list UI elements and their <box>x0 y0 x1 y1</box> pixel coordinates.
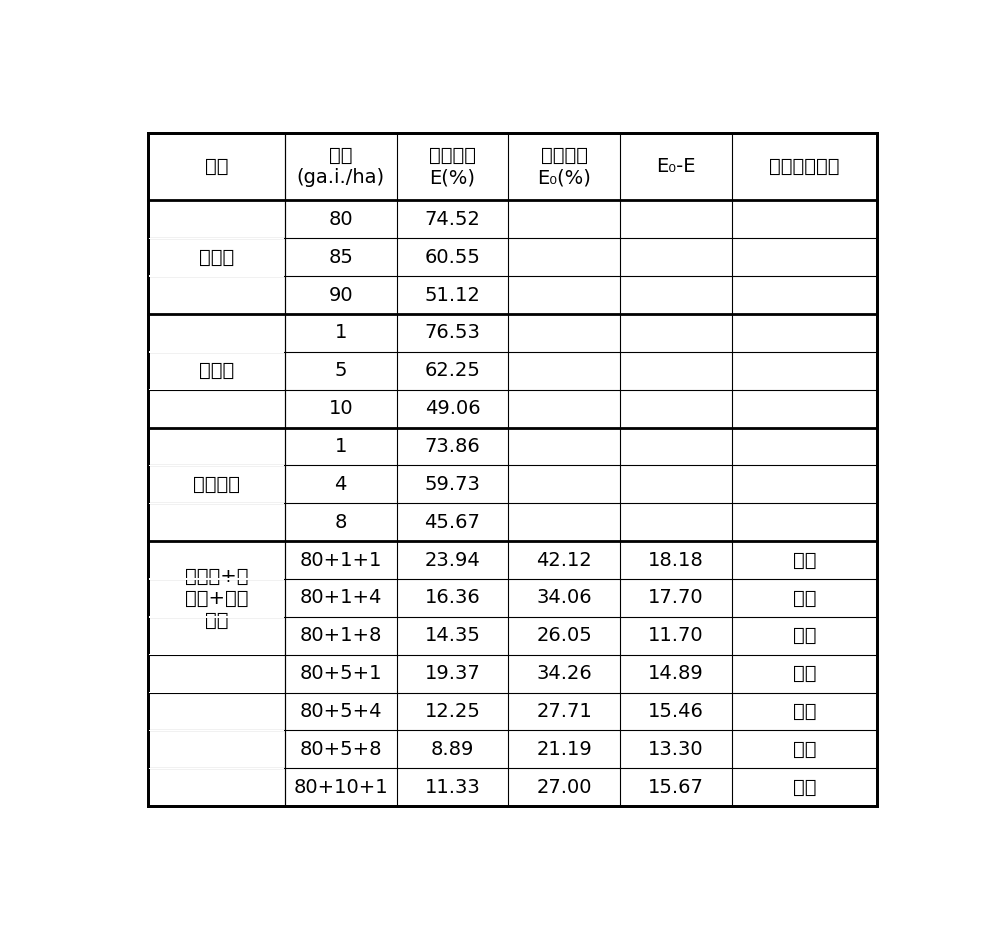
Text: 剂量
(ga.i./ha): 剂量 (ga.i./ha) <box>297 146 385 187</box>
Text: 16.36: 16.36 <box>425 589 480 607</box>
Text: 增效: 增效 <box>793 664 816 684</box>
Text: 42.12: 42.12 <box>536 551 592 569</box>
Text: 增效: 增效 <box>793 551 816 569</box>
Text: 理论防效
E₀(%): 理论防效 E₀(%) <box>537 146 591 187</box>
Text: 76.53: 76.53 <box>425 324 480 342</box>
Text: 1: 1 <box>335 437 347 456</box>
Text: 5: 5 <box>334 361 347 380</box>
Text: E₀-E: E₀-E <box>656 157 696 177</box>
Text: 双草醚: 双草醚 <box>199 361 234 380</box>
Text: 27.71: 27.71 <box>536 702 592 721</box>
Text: 23.94: 23.94 <box>425 551 480 569</box>
Text: 8.89: 8.89 <box>431 740 474 759</box>
Text: 15.67: 15.67 <box>648 777 704 797</box>
Bar <box>149 617 284 618</box>
Text: 13.30: 13.30 <box>648 740 704 759</box>
Text: 8: 8 <box>335 512 347 532</box>
Bar <box>149 465 284 466</box>
Text: 80: 80 <box>328 210 353 229</box>
Text: 80+5+4: 80+5+4 <box>299 702 382 721</box>
Bar <box>149 275 284 277</box>
Bar <box>149 692 284 694</box>
Text: 85: 85 <box>328 247 353 267</box>
Text: 90: 90 <box>328 286 353 304</box>
Text: 11.70: 11.70 <box>648 626 704 645</box>
Text: 80+1+8: 80+1+8 <box>300 626 382 645</box>
Text: 增效: 增效 <box>793 702 816 721</box>
Bar <box>149 767 284 769</box>
Text: 80+1+1: 80+1+1 <box>300 551 382 569</box>
Text: 34.26: 34.26 <box>536 664 592 684</box>
Text: 草甘膦: 草甘膦 <box>199 247 234 267</box>
Text: 34.06: 34.06 <box>536 589 592 607</box>
Text: 14.35: 14.35 <box>425 626 480 645</box>
Text: 80+5+8: 80+5+8 <box>299 740 382 759</box>
Text: 12.25: 12.25 <box>425 702 480 721</box>
Text: 59.73: 59.73 <box>425 475 480 494</box>
Text: 80+1+4: 80+1+4 <box>300 589 382 607</box>
Text: 80+10+1: 80+10+1 <box>293 777 388 797</box>
Bar <box>149 730 284 731</box>
Bar <box>149 502 284 504</box>
Text: 4: 4 <box>335 475 347 494</box>
Text: 15.46: 15.46 <box>648 702 704 721</box>
Text: 27.00: 27.00 <box>536 777 592 797</box>
Bar <box>149 389 284 391</box>
Text: 45.67: 45.67 <box>425 512 480 532</box>
Text: 26.05: 26.05 <box>536 626 592 645</box>
Text: 74.52: 74.52 <box>425 210 480 229</box>
Text: 62.25: 62.25 <box>425 361 480 380</box>
Text: 21.19: 21.19 <box>536 740 592 759</box>
Text: 草甘膦+双
草醚+二甲
四氯: 草甘膦+双 草醚+二甲 四氯 <box>185 566 248 630</box>
Text: 二甲四氯: 二甲四氯 <box>193 475 240 494</box>
Text: 药剂: 药剂 <box>205 157 228 177</box>
Text: 51.12: 51.12 <box>425 286 480 304</box>
Text: 增效: 增效 <box>793 589 816 607</box>
Text: 联合作用评价: 联合作用评价 <box>769 157 840 177</box>
Text: 增效: 增效 <box>793 740 816 759</box>
Text: 80+5+1: 80+5+1 <box>299 664 382 684</box>
Text: 11.33: 11.33 <box>425 777 480 797</box>
Text: 49.06: 49.06 <box>425 399 480 418</box>
Text: 实测防效
E(%): 实测防效 E(%) <box>429 146 476 187</box>
Text: 1: 1 <box>335 324 347 342</box>
Bar <box>149 237 284 239</box>
Text: 18.18: 18.18 <box>648 551 704 569</box>
Text: 17.70: 17.70 <box>648 589 704 607</box>
Text: 增效: 增效 <box>793 777 816 797</box>
Text: 60.55: 60.55 <box>425 247 480 267</box>
Text: 增效: 增效 <box>793 626 816 645</box>
Text: 10: 10 <box>328 399 353 418</box>
Bar <box>149 654 284 656</box>
Text: 19.37: 19.37 <box>425 664 480 684</box>
Text: 73.86: 73.86 <box>425 437 480 456</box>
Bar <box>149 578 284 579</box>
Text: 14.89: 14.89 <box>648 664 704 684</box>
